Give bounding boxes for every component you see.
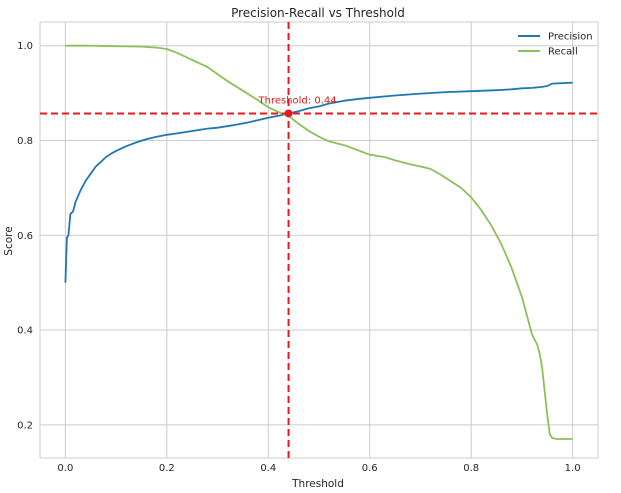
x-tick-label: 0.0 (57, 463, 73, 474)
y-axis-label: Score (3, 226, 15, 255)
series-line-precision (64, 81, 573, 283)
y-ticks: 0.2 0.4 0.6 0.8 1.0 (17, 41, 33, 431)
x-ticks: 0.0 0.2 0.4 0.6 0.8 1.0 (57, 463, 580, 474)
legend-label-recall: Recall (548, 47, 578, 58)
chart-title: Precision-Recall vs Threshold (231, 6, 405, 20)
series-layer (64, 44, 573, 440)
y-tick-label: 0.6 (17, 231, 33, 242)
threshold-annotation: Threshold: 0.44 (258, 95, 337, 106)
x-axis-label: Threshold (291, 478, 344, 490)
series-line-recall (65, 44, 573, 440)
x-tick-label: 1.0 (565, 463, 581, 474)
reference-lines: Threshold: 0.44 (40, 22, 598, 458)
x-tick-label: 0.6 (362, 463, 378, 474)
x-tick-label: 0.8 (463, 463, 479, 474)
y-tick-label: 0.4 (17, 326, 33, 337)
y-tick-label: 0.2 (17, 420, 33, 431)
plot-frame (39, 21, 599, 459)
y-tick-label: 1.0 (17, 41, 33, 52)
y-tick-label: 0.8 (17, 136, 33, 147)
x-tick-label: 0.2 (159, 463, 175, 474)
x-tick-label: 0.4 (260, 463, 276, 474)
legend-label-precision: Precision (548, 32, 593, 43)
legend: Precision Recall (518, 32, 593, 58)
threshold-point (284, 109, 293, 118)
